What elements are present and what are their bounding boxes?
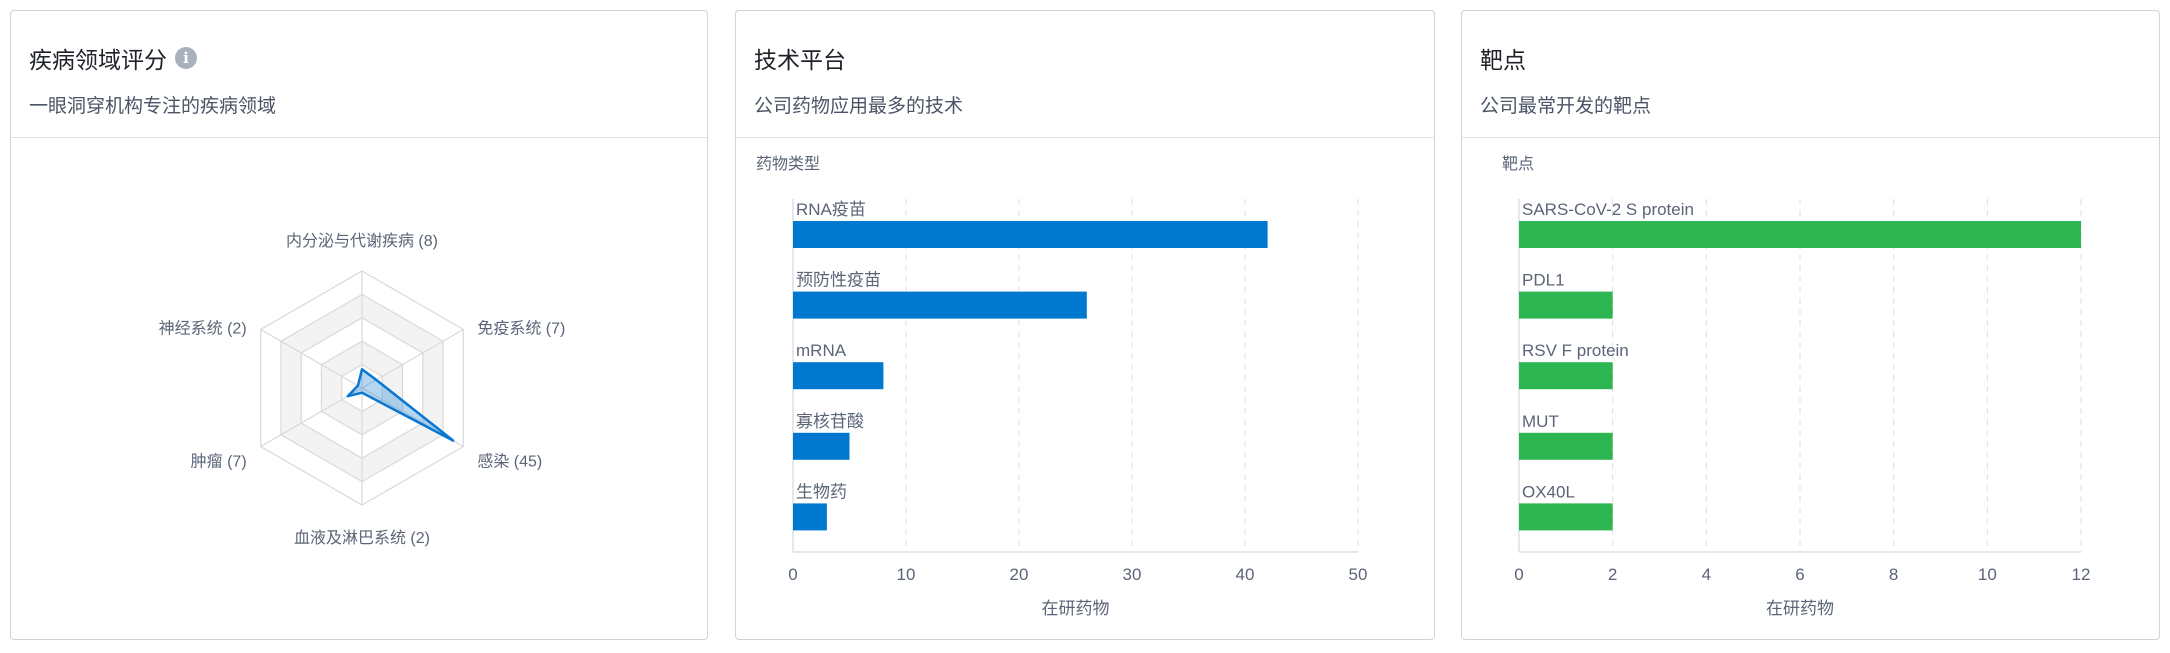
- category-label: SARS-CoV-2 S protein: [1522, 200, 1694, 219]
- panel-subtitle: 公司最常开发的靶点: [1480, 96, 1652, 117]
- panel-title: 技术平台: [754, 47, 846, 73]
- title-text: 疾病领域评分: [29, 47, 167, 73]
- divider: [736, 137, 1434, 138]
- info-icon[interactable]: i: [175, 47, 197, 69]
- radar-axis-label: 肿瘤 (7): [191, 453, 247, 471]
- panel-title: 疾病领域评分 i: [29, 41, 197, 75]
- category-label: MUT: [1522, 412, 1559, 431]
- x-tick-label: 8: [1889, 565, 1898, 584]
- radar-axis: [260, 328, 363, 389]
- bar: [1519, 432, 1613, 460]
- x-tick-label: 20: [1010, 565, 1029, 584]
- radar-axis-label: 血液及淋巴系统 (2): [294, 529, 430, 547]
- category-label: 生物药: [796, 482, 847, 501]
- divider: [11, 137, 707, 138]
- bar: [1519, 291, 1613, 319]
- x-tick-label: 10: [897, 565, 916, 584]
- radar-axis-label: 内分泌与代谢疾病 (8): [286, 232, 438, 250]
- bar: [793, 221, 1268, 248]
- x-axis-title: 在研药物: [1766, 599, 1834, 618]
- category-label: mRNA: [796, 341, 847, 360]
- x-axis-title: 在研药物: [1042, 599, 1110, 618]
- radar-axis-label: 神经系统 (2): [159, 320, 247, 338]
- x-tick-label: 0: [788, 565, 797, 584]
- x-tick-label: 12: [2072, 565, 2091, 584]
- radar-axis-label: 感染 (45): [477, 453, 542, 471]
- radar-chart: 内分泌与代谢疾病 (8) 免疫系统 (7) 感染 (45) 血液及淋巴系统 (2) 肿瘤…: [159, 232, 566, 547]
- category-label: 预防性疫苗: [796, 271, 881, 290]
- bar: [793, 503, 827, 531]
- panel-subtitle: 公司药物应用最多的技术: [754, 96, 964, 117]
- tech-platform-panel: 技术平台 公司药物应用最多的技术 药物类型 0 10 20 30 40 50 RNA疫苗预防性…: [735, 10, 1435, 640]
- target-bar-chart: 靶点 0 2 4 6 8 10 12 SARS-CoV-2 S protein PDL1 RSV F…: [1502, 155, 2091, 618]
- target-panel: 靶点 公司最常开发的靶点 靶点 0 2 4 6 8 10 12 SARS-CoV-2 S pro…: [1461, 10, 2160, 640]
- panel-title: 靶点: [1480, 47, 1526, 73]
- y-axis-title: 靶点: [1502, 155, 1534, 173]
- y-axis-title: 药物类型: [756, 155, 820, 173]
- radar-series-area: [346, 368, 455, 442]
- category-label: 寡核苷酸: [796, 412, 864, 431]
- x-tick-label: 6: [1795, 565, 1804, 584]
- x-tick-label: 30: [1123, 565, 1142, 584]
- x-tick-label: 50: [1349, 565, 1368, 584]
- category-label: RSV F protein: [1522, 341, 1629, 360]
- radar-axis: [361, 328, 464, 389]
- x-tick-label: 10: [1978, 565, 1997, 584]
- bar: [793, 291, 1087, 319]
- bar: [793, 362, 884, 390]
- x-tick-label: 4: [1702, 565, 1711, 584]
- x-tick-label: 40: [1236, 565, 1255, 584]
- divider: [1462, 137, 2159, 138]
- bar: [1519, 503, 1613, 531]
- category-label: OX40L: [1522, 482, 1575, 501]
- x-tick-label: 0: [1514, 565, 1523, 584]
- category-label: PDL1: [1522, 271, 1565, 290]
- radar-axis-label: 免疫系统 (7): [477, 320, 565, 338]
- bar: [1519, 221, 2081, 248]
- bar: [1519, 362, 1613, 390]
- radar-axis: [260, 387, 363, 448]
- x-tick-label: 2: [1608, 565, 1617, 584]
- bar: [793, 432, 850, 460]
- category-label: RNA疫苗: [796, 200, 866, 219]
- panel-subtitle: 一眼洞穿机构专注的疾病领域: [29, 96, 277, 117]
- disease-area-panel: 疾病领域评分 i 一眼洞穿机构专注的疾病领域 内分泌与代谢疾病 (8) 免疫系统 (…: [10, 10, 708, 640]
